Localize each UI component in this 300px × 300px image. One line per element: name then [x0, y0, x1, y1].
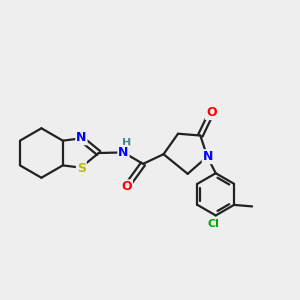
Text: N: N	[203, 150, 213, 163]
Text: Cl: Cl	[207, 219, 219, 229]
Text: H: H	[122, 138, 132, 148]
Text: S: S	[77, 162, 86, 175]
Text: N: N	[118, 146, 129, 159]
Text: N: N	[76, 131, 87, 144]
Text: O: O	[122, 180, 132, 193]
Text: O: O	[206, 106, 217, 119]
